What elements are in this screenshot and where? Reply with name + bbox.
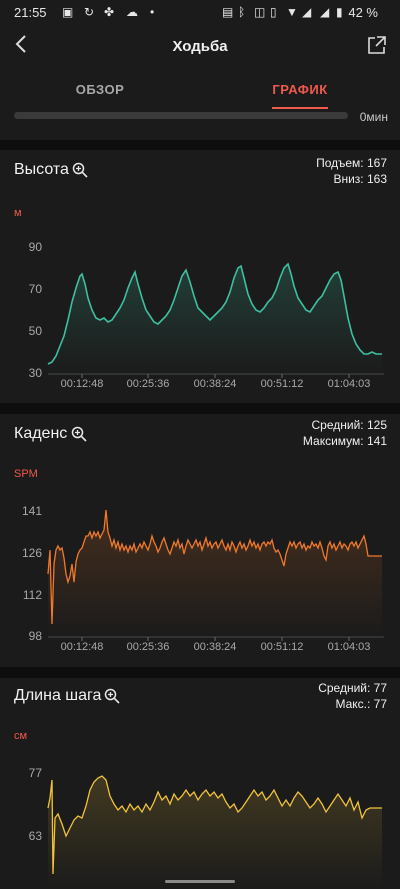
progress-label: 0мин: [359, 110, 388, 124]
stride-ytick: 77: [28, 766, 42, 780]
zoom-icon[interactable]: [104, 688, 120, 704]
bluetooth-icon: ᛒ: [238, 5, 246, 19]
cadence-average: Средний: 125: [311, 418, 387, 432]
tab-graph[interactable]: ГРАФИК: [272, 82, 328, 97]
cadence-max: Максимум: 141: [302, 434, 387, 448]
cadence-xtick: 00:12:48: [60, 641, 104, 653]
stride-card: Длина шага Средний: 77 Макс.: 77 см 77 6…: [0, 678, 400, 889]
stride-title: Длина шага: [14, 687, 102, 704]
tab-overview[interactable]: ОБЗОР: [75, 82, 125, 97]
stride-line: [47, 775, 382, 875]
progress-track: [14, 112, 348, 119]
battery-icon: ▮: [336, 5, 343, 19]
cadence-area: [48, 510, 382, 637]
sync-icon: ↻: [84, 5, 95, 19]
status-time: 21:55: [14, 5, 47, 20]
vibrate-icon: ▯: [270, 5, 277, 19]
altitude-line: [47, 262, 382, 365]
altitude-descent: Вниз: 163: [333, 172, 387, 186]
dot-icon: •: [150, 5, 155, 19]
cadence-xtick: 00:51:12: [260, 641, 304, 653]
altitude-xtick: 01:04:03: [327, 378, 371, 390]
nfc-icon: ◫: [254, 5, 266, 19]
calendar-icon: ▣: [62, 5, 74, 19]
cadence-ytick: 98: [28, 629, 42, 643]
altitude-chart: [47, 262, 384, 378]
altitude-title: Высота: [14, 161, 69, 178]
altitude-xtick: 00:51:12: [260, 378, 304, 390]
cadence-chart: [47, 509, 384, 641]
altitude-ytick: 70: [28, 282, 42, 296]
stride-unit: см: [14, 730, 28, 742]
altitude-unit: м: [14, 207, 22, 219]
altitude-area: [48, 264, 382, 374]
stride-ytick: 63: [28, 829, 42, 843]
auto-brightness-icon: ▤: [222, 5, 234, 19]
altitude-xtick: 00:25:36: [126, 378, 170, 390]
cadence-xtick: 00:25:36: [126, 641, 170, 653]
page-title: Ходьба: [172, 38, 228, 55]
stride-area: [48, 776, 382, 889]
cadence-ytick: 141: [21, 504, 42, 518]
altitude-ytick: 90: [28, 240, 42, 254]
app-bar: Ходьба: [0, 26, 400, 70]
back-button[interactable]: [14, 34, 28, 59]
altitude-card: Высота Подъем: 167 Вниз: 163 м 90 70 50 …: [0, 150, 400, 403]
fan-icon: ✤: [104, 5, 115, 19]
altitude-ytick: 50: [28, 324, 42, 338]
cadence-title: Каденс: [14, 425, 68, 442]
previous-section-strip: 0мин: [0, 110, 400, 140]
altitude-xtick: 00:12:48: [60, 378, 104, 390]
home-indicator[interactable]: [165, 880, 235, 883]
cadence-ytick: 126: [21, 546, 42, 560]
battery-percent: 42 %: [348, 5, 378, 20]
cadence-line: [47, 509, 382, 625]
signal-icon: ◢: [302, 5, 312, 19]
cadence-unit: SPM: [14, 468, 38, 480]
back-arrow-icon: [15, 35, 26, 53]
cadence-xtick: 00:38:24: [193, 641, 237, 653]
cadence-card: Каденс Средний: 125 Максимум: 141 SPM 14…: [0, 414, 400, 667]
altitude-ytick: 30: [28, 366, 42, 380]
cadence-ytick: 112: [22, 588, 42, 602]
stride-max: Макс.: 77: [335, 697, 387, 711]
tab-bar: ОБЗОР ГРАФИК: [0, 70, 400, 110]
stride-chart: [47, 775, 382, 889]
status-bar: 21:55 ▣ ↻ ✤ ☁ • ▤ ᛒ ◫ ▯ ▼ ◢ ◢ ▮ 42 %: [0, 0, 400, 26]
stride-average: Средний: 77: [318, 681, 387, 695]
share-icon[interactable]: [368, 36, 386, 54]
cadence-xtick: 01:04:03: [327, 641, 371, 653]
wifi-icon: ▼: [286, 5, 298, 19]
zoom-icon[interactable]: [71, 426, 87, 442]
cloud-icon: ☁: [126, 5, 138, 19]
active-tab-indicator: [272, 107, 328, 109]
altitude-xtick: 00:38:24: [193, 378, 237, 390]
altitude-ascent: Подъем: 167: [316, 156, 387, 170]
signal-2-icon: ◢: [320, 5, 330, 19]
zoom-icon[interactable]: [72, 162, 88, 178]
